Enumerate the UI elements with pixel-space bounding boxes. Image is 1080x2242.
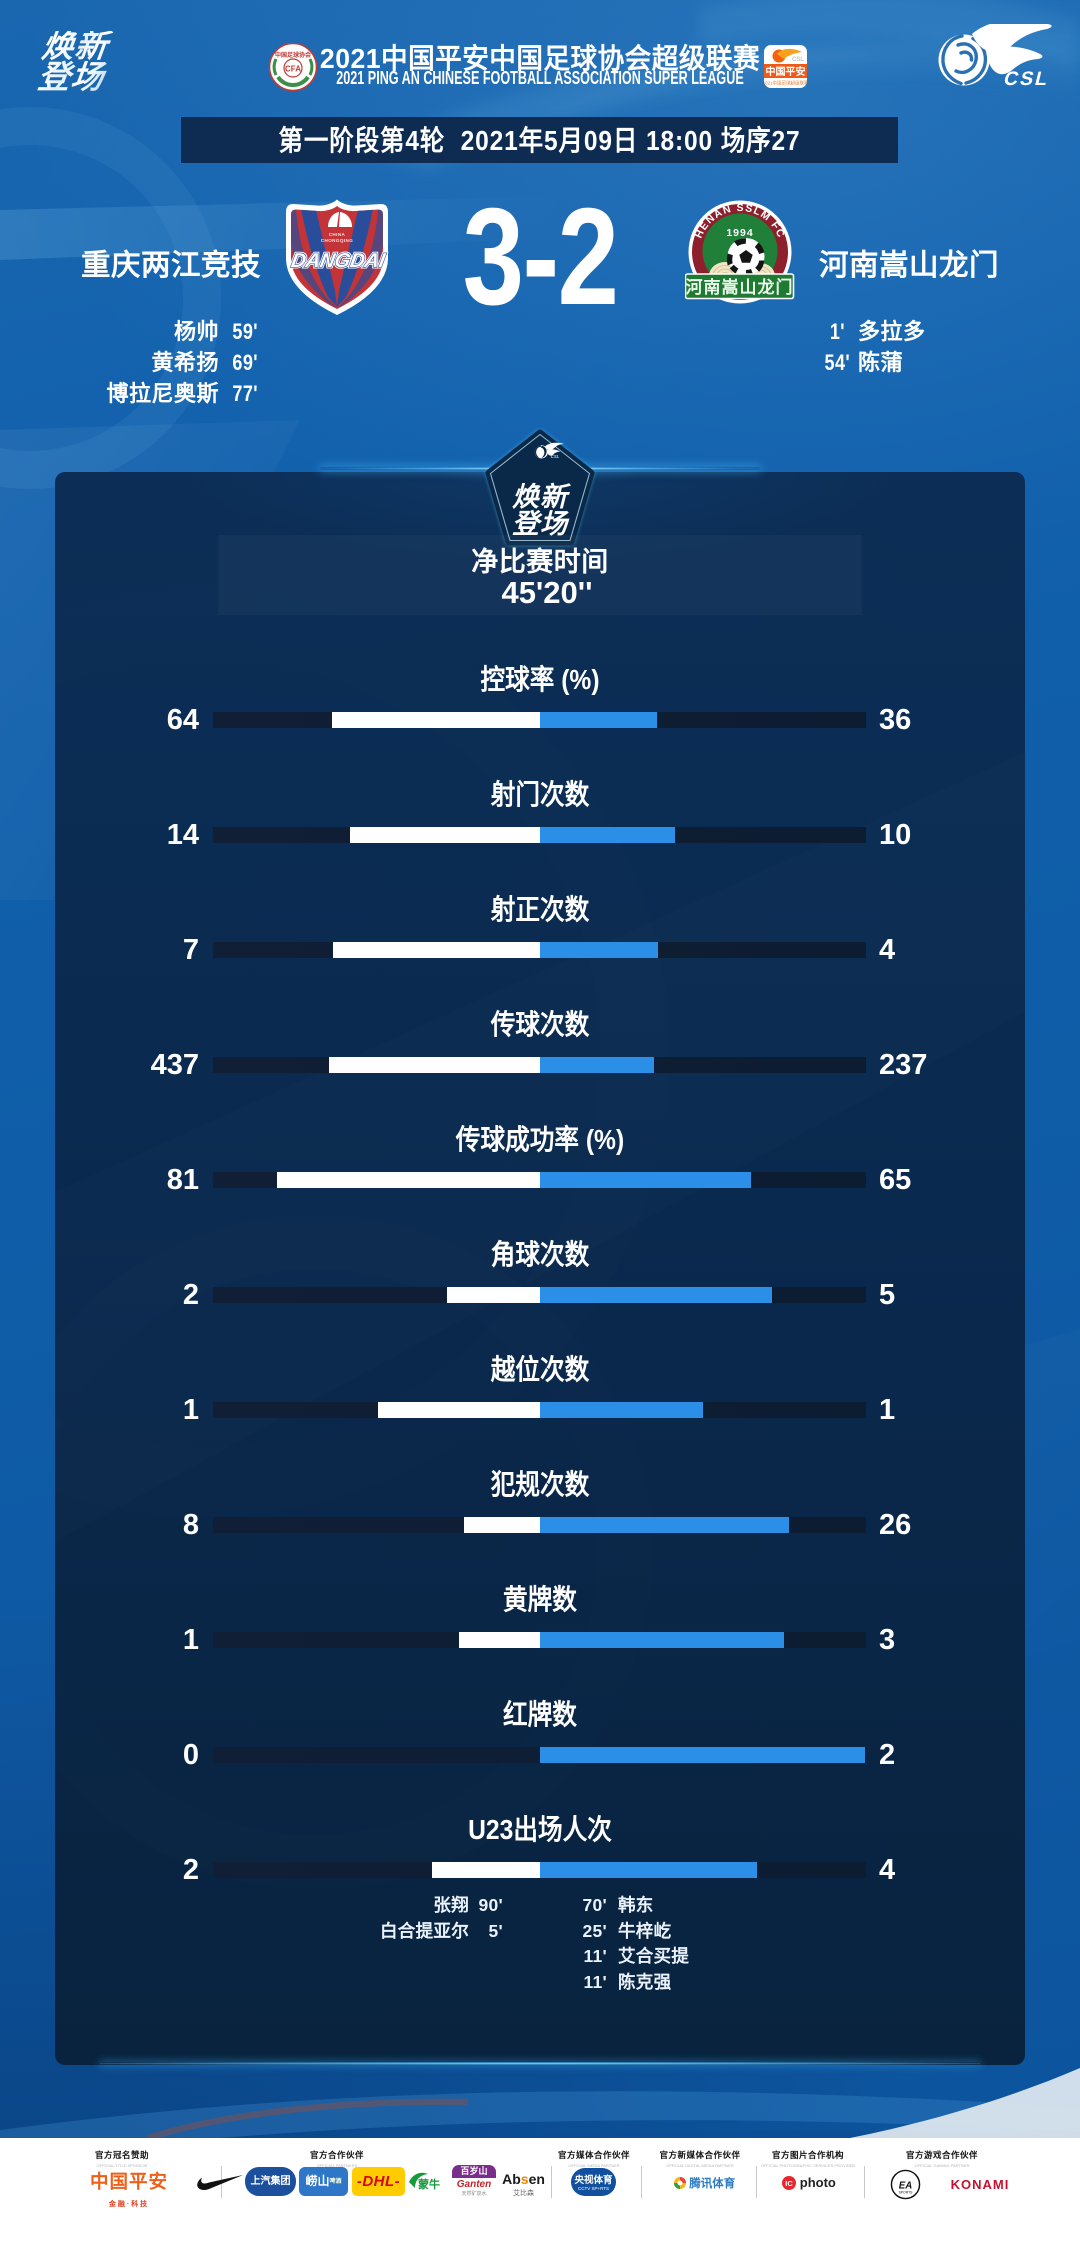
svg-text:登场: 登场 <box>512 509 570 539</box>
svg-text:河南嵩山龙门: 河南嵩山龙门 <box>686 277 794 297</box>
svg-text:CSL: CSL <box>792 57 804 63</box>
svg-text:DANGDAI: DANGDAI <box>289 250 387 272</box>
svg-text:焕新: 焕新 <box>512 482 572 512</box>
svg-text:中国平安: 中国平安 <box>766 65 806 78</box>
svg-text:中国足球协会: 中国足球协会 <box>275 51 312 59</box>
svg-text:CHINA: CHINA <box>329 232 346 237</box>
svg-text:CSL: CSL <box>1002 68 1052 90</box>
svg-text:SPORTS: SPORTS <box>899 2191 914 2195</box>
svg-text:蒙牛: 蒙牛 <box>418 2177 440 2191</box>
svg-text:CSL: CSL <box>551 454 560 459</box>
svg-text:2021中国足球超级联赛: 2021中国足球超级联赛 <box>764 80 807 87</box>
svg-text:1994: 1994 <box>726 227 753 239</box>
svg-text:CFA: CFA <box>285 65 301 74</box>
svg-text:EA: EA <box>899 2180 912 2191</box>
svg-text:CHONGQING: CHONGQING <box>321 238 353 243</box>
svg-text:IC: IC <box>785 2179 793 2188</box>
svg-text:DANGDAI: DANGDAI <box>289 250 387 272</box>
